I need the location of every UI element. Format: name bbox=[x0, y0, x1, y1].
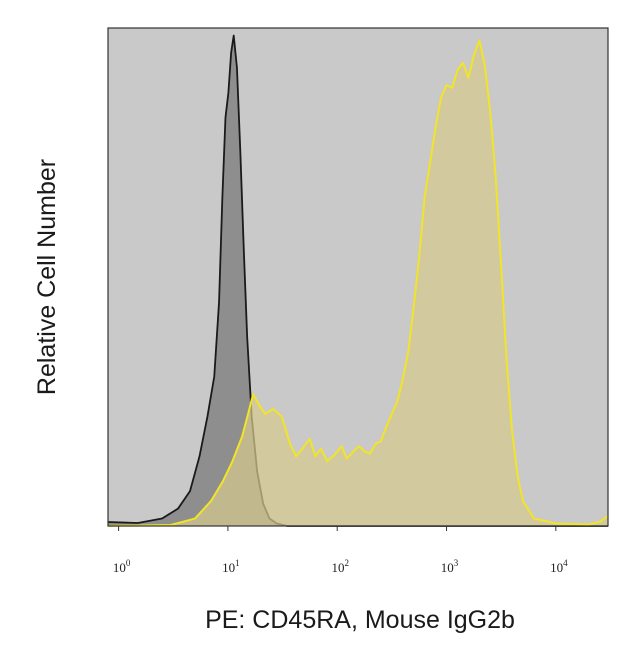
series-1-fill bbox=[108, 35, 608, 526]
x-tick-label-3: 103 bbox=[441, 558, 459, 575]
series-2-fill bbox=[108, 40, 608, 526]
y-axis-label: Relative Cell Number bbox=[33, 159, 61, 395]
x-axis-label: PE: CD45RA, Mouse IgG2b bbox=[205, 606, 515, 634]
plot-frame bbox=[107, 27, 609, 527]
x-tick-label-0: 100 bbox=[113, 558, 131, 575]
plot-background bbox=[108, 28, 608, 526]
x-axis-ticks: 100 101 102 103 104 bbox=[113, 526, 568, 575]
series-2-line bbox=[107, 39, 609, 527]
series-layer bbox=[107, 34, 609, 527]
x-tick-label-2: 102 bbox=[331, 558, 349, 575]
x-tick-label-4: 104 bbox=[550, 558, 568, 575]
x-tick-label-1: 101 bbox=[222, 558, 240, 575]
